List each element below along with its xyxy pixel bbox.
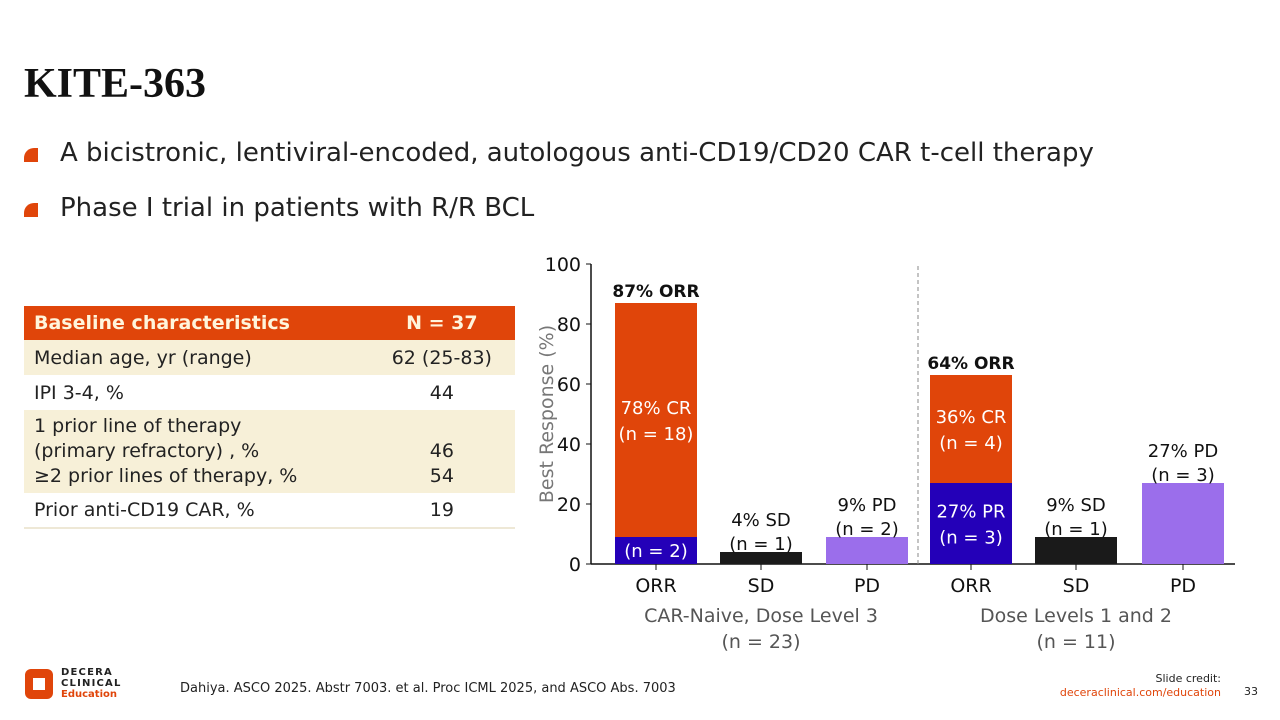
data-label: 27% PD: [1148, 441, 1218, 462]
data-label: (n = 2): [624, 541, 687, 562]
slide-title: KITE-363: [24, 61, 207, 107]
y-axis-label: Best Response (%): [536, 325, 558, 503]
row-label: IPI 3-4, %: [34, 381, 124, 404]
table-row: Median age, yr (range) 62 (25-83): [24, 340, 515, 375]
data-label: (n = 1): [729, 534, 792, 555]
y-tick-label: 0: [569, 554, 581, 576]
bullet-marker-icon: [24, 203, 38, 217]
row-value-line: [379, 414, 505, 439]
data-label: (n = 4): [939, 433, 1002, 454]
data-label: (n = 18): [619, 424, 694, 445]
credit-link[interactable]: deceraclinical.com/education: [1059, 686, 1221, 699]
citation: Dahiya. ASCO 2025. Abstr 7003. et al. Pr…: [180, 681, 676, 696]
row-value: 44: [429, 381, 454, 404]
data-label: 78% CR: [621, 398, 692, 419]
group-label: (n = 23): [721, 631, 800, 653]
bar-pd: [1142, 483, 1224, 564]
credit-label: Slide credit:: [1155, 672, 1222, 685]
y-tick-label: 40: [557, 434, 581, 456]
total-label: 64% ORR: [927, 354, 1014, 374]
row-value: 46 54: [368, 410, 515, 493]
header-label: Baseline characteristics: [24, 306, 369, 340]
bullet-2: Phase I trial in patients with R/R BCL: [24, 193, 534, 223]
bullet-text: Phase I trial in patients with R/R BCL: [60, 193, 535, 223]
category-label: SD: [1063, 575, 1090, 597]
bar-cr: [930, 375, 1012, 483]
bullet-1: A bicistronic, lentiviral-encoded, autol…: [24, 138, 1094, 168]
data-label: (n = 2): [835, 519, 898, 540]
table-row: IPI 3-4, % 44: [24, 375, 515, 410]
row-label: Median age, yr (range): [24, 340, 369, 375]
table-header: Baseline characteristics N = 37: [24, 306, 515, 340]
row-label-line: 1 prior line of therapy: [34, 415, 242, 437]
data-label: (n = 1): [1044, 519, 1107, 540]
row-value-line: 46: [429, 440, 454, 462]
y-tick-label: 80: [557, 314, 581, 336]
bullet-text: A bicistronic, lentiviral-encoded, autol…: [60, 138, 1094, 168]
group-label: Dose Levels 1 and 2: [980, 605, 1172, 627]
bar-cr: [615, 303, 697, 537]
table-row: Prior anti-CD19 CAR, % 19: [24, 493, 515, 529]
bullet-marker-icon: [24, 148, 38, 162]
data-label: (n = 3): [1151, 465, 1214, 486]
logo-text: DECERA: [61, 667, 113, 678]
row-label-line: (primary refractory) , %: [34, 440, 260, 462]
logo-text: CLINICAL: [61, 678, 122, 689]
page-number: 33: [1244, 685, 1258, 698]
table-row: 1 prior line of therapy (primary refracto…: [24, 410, 515, 493]
decera-logo: DECERA CLINICAL Education: [25, 667, 122, 700]
row-label-line: ≥2 prior lines of therapy, %: [34, 465, 298, 487]
data-label: (n = 3): [939, 528, 1002, 549]
row-label: Prior anti-CD19 CAR, %: [24, 493, 369, 529]
bar-pr: [930, 483, 1012, 564]
header-value: N = 37: [368, 306, 515, 340]
row-label: 1 prior line of therapy (primary refracto…: [24, 410, 369, 493]
category-label: PD: [854, 575, 880, 597]
category-label: ORR: [635, 575, 676, 597]
row-value: 19: [368, 493, 515, 529]
data-label: 36% CR: [936, 407, 1007, 428]
group-label: CAR-Naive, Dose Level 3: [644, 605, 878, 627]
bar-pd: [826, 537, 908, 564]
category-label: SD: [748, 575, 775, 597]
category-label: PD: [1170, 575, 1196, 597]
logo-icon: [25, 668, 53, 699]
data-label: 9% PD: [838, 495, 897, 516]
category-label: ORR: [950, 575, 991, 597]
bar-sd: [1035, 537, 1117, 564]
y-tick-label: 100: [545, 254, 581, 276]
row-value-line: 54: [429, 465, 454, 487]
y-tick-label: 60: [557, 374, 581, 396]
baseline-table: Baseline characteristics N = 37 Median a…: [24, 306, 515, 529]
bar-pr: [615, 537, 697, 564]
group-label: (n = 11): [1036, 631, 1115, 653]
logo-text: Education: [61, 689, 117, 700]
y-tick-label: 20: [557, 494, 581, 516]
data-label: 27% PR: [936, 502, 1005, 523]
data-label: 9% SD: [1046, 495, 1106, 516]
data-label: 4% SD: [731, 510, 791, 531]
bar-sd: [720, 552, 802, 564]
slide-credit: Slide credit: deceraclinical.com/educati…: [1060, 672, 1221, 700]
total-label: 87% ORR: [612, 282, 699, 302]
row-value: 62 (25-83): [368, 340, 515, 375]
